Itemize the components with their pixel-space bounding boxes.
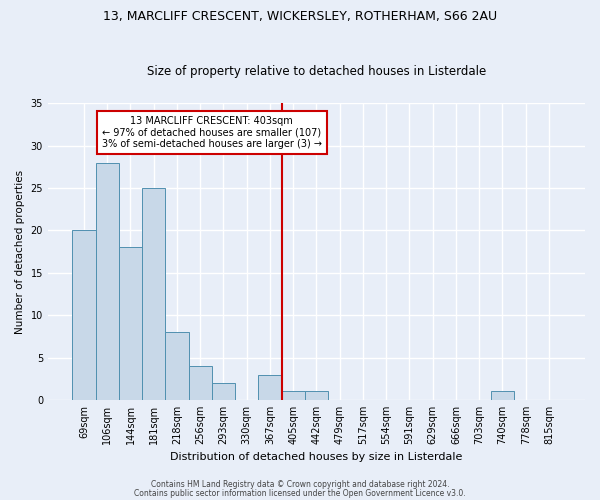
Bar	[281, 392, 305, 400]
Text: Contains HM Land Registry data © Crown copyright and database right 2024.: Contains HM Land Registry data © Crown c…	[151, 480, 449, 489]
Bar	[305, 392, 328, 400]
Bar	[95, 162, 119, 400]
Bar	[491, 392, 514, 400]
Bar	[212, 383, 235, 400]
Text: 13 MARCLIFF CRESCENT: 403sqm
← 97% of detached houses are smaller (107)
3% of se: 13 MARCLIFF CRESCENT: 403sqm ← 97% of de…	[102, 116, 322, 149]
Bar	[142, 188, 166, 400]
X-axis label: Distribution of detached houses by size in Listerdale: Distribution of detached houses by size …	[170, 452, 463, 462]
Text: Contains public sector information licensed under the Open Government Licence v3: Contains public sector information licen…	[134, 489, 466, 498]
Bar	[188, 366, 212, 400]
Bar	[166, 332, 188, 400]
Title: Size of property relative to detached houses in Listerdale: Size of property relative to detached ho…	[147, 66, 486, 78]
Y-axis label: Number of detached properties: Number of detached properties	[15, 170, 25, 334]
Bar	[73, 230, 95, 400]
Bar	[259, 374, 281, 400]
Bar	[119, 248, 142, 400]
Text: 13, MARCLIFF CRESCENT, WICKERSLEY, ROTHERHAM, S66 2AU: 13, MARCLIFF CRESCENT, WICKERSLEY, ROTHE…	[103, 10, 497, 23]
